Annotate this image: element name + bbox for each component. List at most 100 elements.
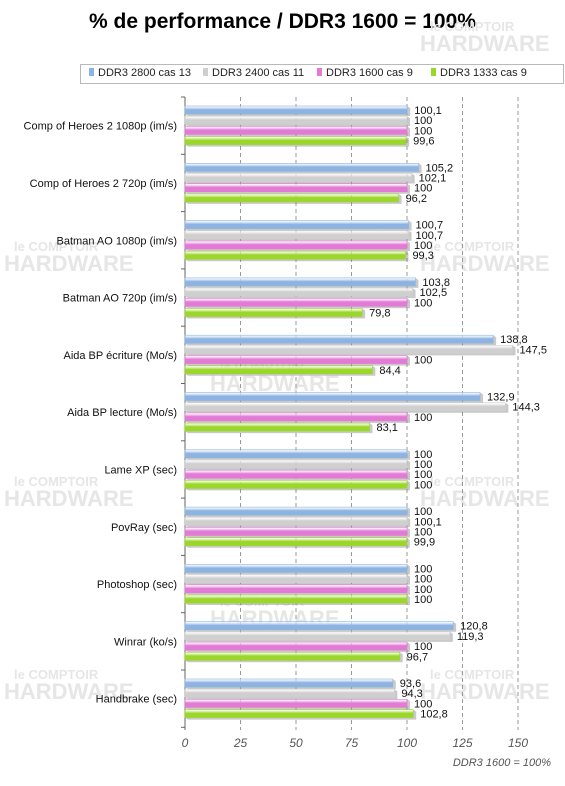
data-label: 100 bbox=[414, 479, 432, 491]
legend-item-ddr3-1600: DDR3 1600 cas 9 bbox=[317, 67, 413, 79]
legend-swatch bbox=[89, 68, 94, 76]
bar bbox=[184, 699, 408, 708]
category-label: Aida BP lecture (Mo/s) bbox=[67, 407, 177, 419]
category-label: Batman AO 1080p (im/s) bbox=[57, 235, 177, 247]
data-label: 100,1 bbox=[414, 105, 442, 117]
bar bbox=[184, 250, 406, 260]
bar bbox=[184, 516, 408, 526]
legend-label: DDR3 1333 cas 9 bbox=[440, 67, 527, 79]
bar bbox=[184, 688, 395, 698]
bar bbox=[184, 126, 408, 135]
bar bbox=[184, 230, 409, 240]
data-label: 100,7 bbox=[416, 220, 444, 232]
legend-label: DDR3 2400 cas 11 bbox=[212, 67, 305, 79]
x-tick-label: 25 bbox=[233, 736, 248, 750]
data-label: 103,8 bbox=[422, 277, 450, 289]
bar bbox=[184, 297, 408, 307]
chart-legend: DDR3 2800 cas 13 DDR3 2400 cas 11 DDR3 1… bbox=[80, 64, 564, 84]
bar bbox=[184, 334, 494, 344]
data-label: 99,3 bbox=[412, 250, 433, 262]
category-label: Comp of Heroes 2 1080p (im/s) bbox=[24, 121, 177, 133]
data-label: 84,4 bbox=[379, 365, 400, 377]
data-label: 100 bbox=[414, 115, 432, 127]
data-label: 100 bbox=[414, 698, 432, 710]
bar bbox=[184, 392, 481, 401]
data-label: 94,3 bbox=[401, 688, 422, 700]
data-label: 100 bbox=[414, 459, 432, 471]
legend-label: DDR3 1600 cas 9 bbox=[326, 67, 413, 79]
data-label: 99,6 bbox=[413, 136, 434, 148]
data-label: 100 bbox=[414, 297, 432, 309]
category-label: Lame XP (sec) bbox=[104, 464, 177, 476]
data-label: 100 bbox=[414, 469, 432, 481]
category-label: Batman AO 720p (im/s) bbox=[63, 293, 177, 305]
bar bbox=[184, 641, 408, 651]
bar bbox=[184, 105, 408, 115]
bar bbox=[184, 183, 408, 192]
bar bbox=[184, 709, 414, 718]
data-label: 100 bbox=[414, 641, 432, 653]
bar bbox=[184, 506, 408, 516]
legend-swatch bbox=[203, 68, 208, 76]
bar bbox=[184, 527, 408, 536]
category-label: Aida BP écriture (Mo/s) bbox=[63, 350, 177, 362]
bar bbox=[184, 287, 413, 297]
bar bbox=[184, 459, 408, 469]
data-label: 147,5 bbox=[519, 344, 547, 356]
x-tick-label: 125 bbox=[452, 736, 472, 750]
category-label: Handbrake (sec) bbox=[96, 694, 177, 706]
data-label: 96,2 bbox=[406, 193, 427, 205]
data-label: 100 bbox=[414, 125, 432, 137]
data-label: 100 bbox=[414, 183, 432, 195]
bar bbox=[184, 537, 408, 547]
data-label: 100 bbox=[414, 506, 432, 518]
category-label: PovRay (sec) bbox=[111, 522, 177, 534]
data-label: 96,7 bbox=[407, 651, 428, 663]
data-label: 102,5 bbox=[420, 287, 448, 299]
data-label: 100 bbox=[414, 584, 432, 596]
legend-swatch bbox=[431, 68, 436, 76]
data-label: 120,8 bbox=[460, 621, 488, 633]
data-label: 100 bbox=[414, 527, 432, 539]
category-label: Photoshop (sec) bbox=[97, 579, 177, 591]
data-label: 100 bbox=[414, 563, 432, 575]
bar bbox=[184, 422, 370, 432]
bar bbox=[184, 173, 412, 182]
data-label: 100 bbox=[414, 594, 432, 606]
legend-swatch bbox=[317, 68, 322, 76]
bar bbox=[184, 345, 513, 354]
category-label: Winrar (ko/s) bbox=[114, 636, 177, 648]
bar bbox=[184, 469, 408, 479]
data-label: 100 bbox=[414, 412, 432, 424]
data-label: 100 bbox=[414, 240, 432, 252]
data-label: 93,6 bbox=[400, 678, 421, 690]
data-label: 99,9 bbox=[414, 537, 435, 549]
legend-item-ddr3-2800: DDR3 2800 cas 13 bbox=[89, 67, 191, 79]
x-tick-label: 0 bbox=[182, 736, 189, 750]
bar bbox=[184, 136, 407, 145]
bar bbox=[184, 449, 408, 459]
data-label: 79,8 bbox=[369, 308, 390, 320]
legend-item-ddr3-2400: DDR3 2400 cas 11 bbox=[203, 67, 304, 79]
data-label: 102,1 bbox=[419, 173, 447, 185]
x-tick-label: 50 bbox=[289, 736, 303, 750]
bar bbox=[184, 412, 408, 422]
bar bbox=[184, 584, 408, 594]
bar bbox=[184, 115, 408, 125]
bar bbox=[184, 564, 408, 573]
bar bbox=[184, 308, 363, 317]
legend-label: DDR3 2800 cas 13 bbox=[98, 67, 191, 79]
bar bbox=[184, 277, 416, 287]
chart-footnote: DDR3 1600 = 100% bbox=[452, 757, 551, 769]
data-label: 100 bbox=[414, 355, 432, 367]
x-tick-label: 100 bbox=[397, 736, 417, 750]
bar bbox=[184, 631, 451, 641]
chart-title: % de performance / DDR3 1600 = 100% bbox=[89, 10, 476, 33]
x-tick-label: 150 bbox=[508, 736, 528, 750]
bar bbox=[184, 193, 399, 203]
bar bbox=[184, 651, 400, 661]
bar bbox=[184, 678, 394, 688]
data-label: 132,9 bbox=[487, 392, 515, 404]
